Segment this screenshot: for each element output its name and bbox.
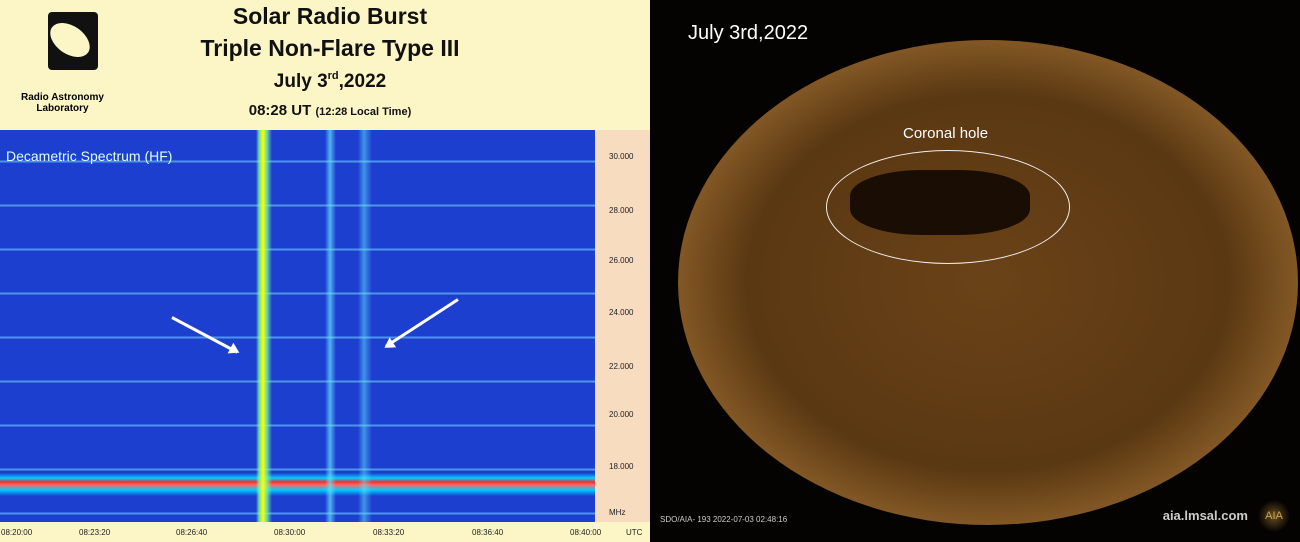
source-website: aia.lmsal.com (1162, 508, 1248, 523)
coronal-hole-ellipse (826, 150, 1070, 264)
sun-image-panel: July 3rd,2022 Coronal hole SDO/AIA- 193 … (650, 0, 1300, 542)
aia-logo-icon: AIA (1258, 500, 1290, 532)
arrow-icon-left (171, 316, 239, 354)
image-date: July 3rd,2022 (688, 22, 809, 44)
spectrum-title: Decametric Spectrum (HF) (6, 148, 173, 164)
date-year: ,2022 (338, 71, 387, 92)
frequency-axis: 30.000 28.000 26.000 24.000 22.000 20.00… (595, 130, 650, 522)
date-heading: July 3rd,2022 (130, 70, 530, 94)
ut-time: 08:28 UT (248, 102, 312, 119)
radio-spectrum-panel: Radio Astronomy Laboratory Solar Radio B… (0, 0, 650, 542)
radio-dish-logo-icon (48, 12, 98, 70)
x-tick: 08:26:40 (176, 528, 208, 537)
y-tick: 30.000 (609, 152, 634, 161)
x-tick: 08:40:00 (570, 528, 602, 537)
time-axis: 08:20:00 08:23:20 08:26:40 08:30:00 08:3… (0, 522, 650, 542)
arrow-icon-right (385, 298, 459, 348)
time-heading: 08:28 UT (12:28 Local Time) (130, 102, 530, 121)
y-tick: 26.000 (609, 256, 634, 265)
image-caption: SDO/AIA- 193 2022-07-03 02:48:16 (660, 515, 788, 524)
x-tick: 08:20:00 (1, 528, 33, 537)
y-tick: 24.000 (609, 308, 634, 317)
y-tick: 20.000 (609, 410, 634, 419)
x-unit: UTC (626, 528, 643, 537)
date-text: July 3 (273, 71, 328, 92)
x-tick: 08:30:00 (274, 528, 306, 537)
sun-disk (678, 40, 1298, 525)
x-tick: 08:23:20 (79, 528, 111, 537)
date-sup: rd (327, 70, 339, 82)
title-line2: Triple Non-Flare Type III (200, 35, 460, 61)
y-tick: 22.000 (609, 362, 634, 371)
coronal-hole-label: Coronal hole (903, 125, 989, 142)
y-tick: 28.000 (609, 206, 634, 215)
y-tick: 18.000 (609, 462, 634, 471)
spectrogram: Decametric Spectrum (HF) (0, 130, 595, 522)
title-line1: Solar Radio Burst (232, 3, 428, 29)
x-tick: 08:33:20 (373, 528, 405, 537)
x-tick: 08:36:40 (472, 528, 504, 537)
y-unit: MHz (609, 508, 626, 517)
local-time: (12:28 Local Time) (315, 106, 412, 118)
lab-name: Radio Astronomy Laboratory (21, 92, 104, 114)
